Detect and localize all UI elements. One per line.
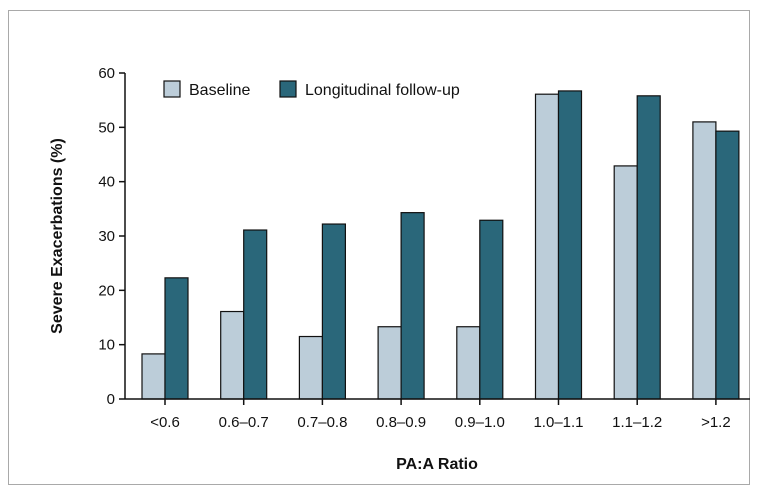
- x-tick-label: 1.0–1.1: [533, 414, 583, 431]
- y-tick-label: 30: [98, 228, 115, 245]
- y-tick-label: 60: [98, 65, 115, 82]
- bar-followup-3: [400, 212, 425, 400]
- bar-baseline-7: [692, 121, 717, 400]
- bar-baseline-2: [298, 335, 323, 400]
- legend-label-followup: Longitudinal follow-up: [305, 82, 460, 99]
- bars-group: [141, 90, 740, 400]
- y-tick-label: 0: [107, 391, 115, 408]
- bar-followup-0: [164, 277, 189, 400]
- bar-baseline-0: [141, 353, 166, 400]
- bar-followup-1: [243, 229, 268, 400]
- bar-followup-7: [715, 130, 740, 400]
- y-tick-label: 50: [98, 119, 115, 136]
- bar-followup-5: [557, 90, 583, 400]
- legend: Baseline Longitudinal follow-up: [163, 80, 460, 99]
- y-tick-label: 40: [98, 174, 115, 191]
- legend-label-baseline: Baseline: [189, 82, 250, 99]
- legend-swatch-followup: [279, 80, 297, 98]
- y-tick-label: 20: [98, 282, 115, 299]
- legend-swatch-baseline: [163, 80, 181, 98]
- bar-baseline-5: [534, 93, 560, 400]
- x-tick-label: >1.2: [701, 414, 731, 431]
- x-axis-ticks: <0.6 0.6–0.7 0.7–0.8 0.8–0.9 0.9–1.0 1.0–1.1 1…: [150, 399, 731, 431]
- bar-baseline-6: [613, 165, 638, 400]
- y-axis-title: Severe Exacerbations (%): [49, 138, 66, 334]
- x-tick-label: 0.7–0.8: [297, 414, 347, 431]
- bar-followup-4: [479, 219, 504, 400]
- x-tick-label: 0.9–1.0: [455, 414, 505, 431]
- x-tick-label: 1.1–1.2: [612, 414, 662, 431]
- x-tick-label: 0.8–0.9: [376, 414, 426, 431]
- x-axis-title: PA:A Ratio: [396, 456, 478, 473]
- bar-baseline-4: [456, 326, 481, 400]
- y-tick-label: 10: [98, 337, 115, 354]
- x-tick-label: 0.6–0.7: [219, 414, 269, 431]
- bar-followup-2: [321, 223, 346, 400]
- x-tick-label: <0.6: [150, 414, 180, 431]
- bar-baseline-1: [220, 310, 245, 400]
- bar-baseline-3: [377, 326, 402, 400]
- bar-followup-6: [636, 95, 661, 400]
- y-axis-ticks: 0 10 20 30 40 50 60: [98, 65, 125, 408]
